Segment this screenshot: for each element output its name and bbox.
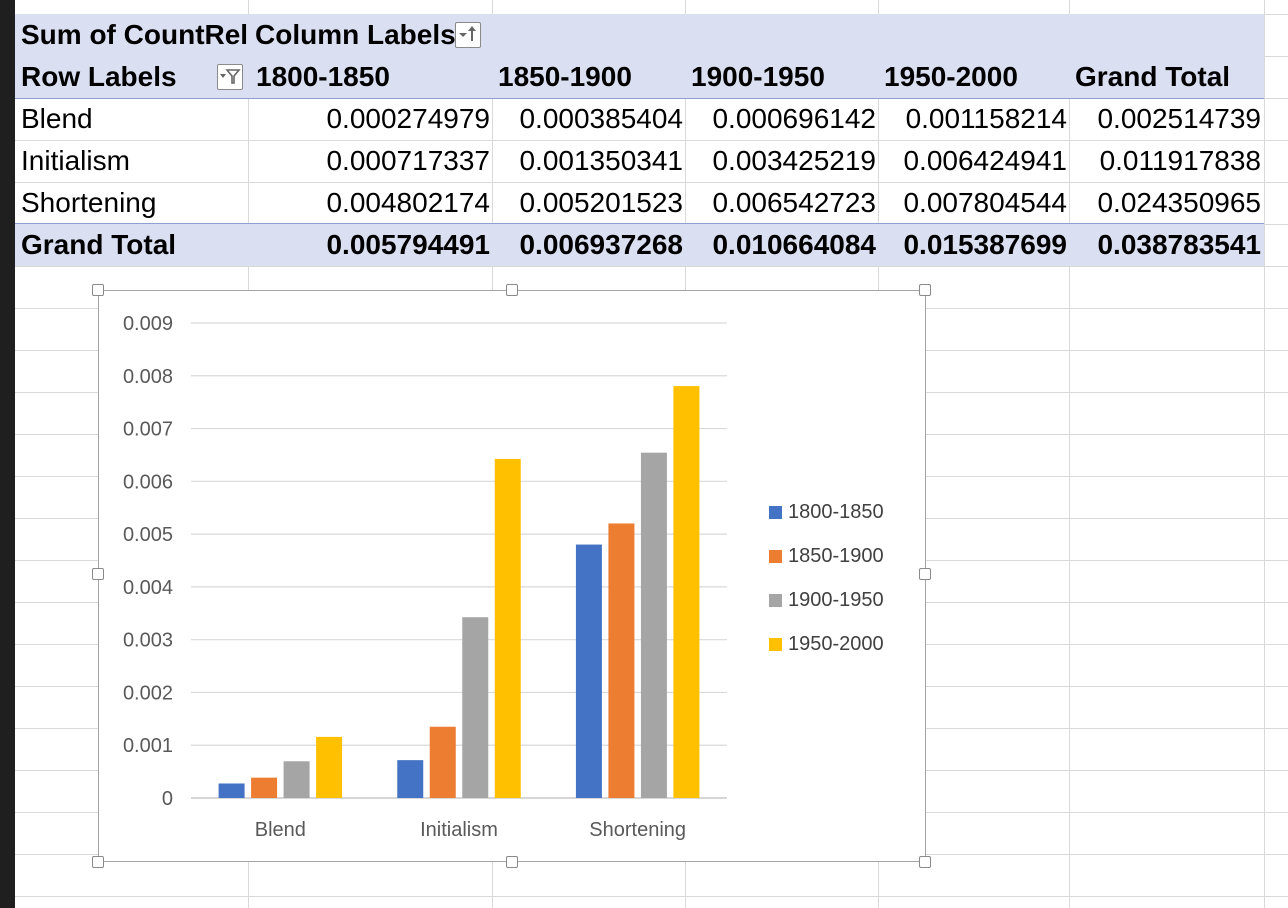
legend-label: 1900-1950	[788, 589, 884, 611]
y-tick-label: 0.009	[123, 313, 173, 335]
bar[interactable]	[608, 523, 635, 798]
pivot-total-rule	[15, 223, 1264, 224]
chart-resize-handle[interactable]	[92, 284, 104, 296]
bar[interactable]	[673, 386, 700, 798]
pivot-cell[interactable]: 0.011917838	[1099, 145, 1261, 176]
pivot-grand-total-cell[interactable]: 0.006937268	[519, 229, 683, 260]
pivot-column-header[interactable]: 1850-1900	[498, 61, 632, 92]
column-gridline	[1069, 0, 1070, 908]
bar[interactable]	[640, 452, 667, 798]
pivot-cell[interactable]: 0.000385404	[519, 103, 683, 134]
chart-resize-handle[interactable]	[919, 568, 931, 580]
column-gridline	[1264, 0, 1265, 908]
legend-label: 1950-2000	[788, 633, 884, 655]
pivot-grand-total-band	[15, 224, 1264, 266]
pivot-cell[interactable]: 0.003425219	[712, 145, 876, 176]
x-tick-label: Shortening	[589, 819, 686, 841]
x-tick-label: Blend	[255, 819, 306, 841]
pivot-cell[interactable]: 0.024350965	[1097, 187, 1261, 218]
pivot-row-label[interactable]: Blend	[21, 103, 93, 134]
chart-plot: 0 0.001 0.002 0.003 0.004 0.005 0.006 0.007 0.00…	[123, 313, 727, 841]
bar[interactable]	[462, 617, 489, 798]
pivot-row-labels-header[interactable]: Row Labels	[21, 61, 177, 92]
y-tick-label: 0	[162, 788, 173, 810]
y-tick-label: 0.003	[123, 630, 173, 652]
pivot-column-header[interactable]: Grand Total	[1075, 61, 1231, 92]
legend-label: 1800-1850	[788, 501, 884, 523]
legend-swatch	[769, 506, 782, 519]
pivot-cell[interactable]: 0.004802174	[326, 187, 490, 218]
y-tick-label: 0.001	[123, 735, 173, 757]
chart-resize-handle[interactable]	[506, 284, 518, 296]
pivot-grand-total-label[interactable]: Grand Total	[21, 229, 177, 260]
pivot-cell[interactable]: 0.001350341	[519, 145, 683, 176]
pivot-cell[interactable]: 0.005201523	[519, 187, 683, 218]
pivot-chart[interactable]: 0 0.001 0.002 0.003 0.004 0.005 0.006 0.007 0.00…	[98, 290, 926, 862]
pivot-cell[interactable]: 0.007804544	[903, 187, 1067, 218]
bar[interactable]	[575, 544, 602, 798]
pivot-cell[interactable]: 0.002514739	[1097, 103, 1261, 134]
pivot-cell[interactable]: 0.001158214	[905, 103, 1067, 134]
filter-icon	[220, 69, 241, 84]
pivot-cell[interactable]: 0.000274979	[326, 103, 490, 134]
bar[interactable]	[494, 458, 521, 798]
row-gridline	[15, 182, 1288, 183]
bar[interactable]	[316, 736, 343, 798]
pivot-row-label[interactable]: Shortening	[21, 187, 157, 218]
sort-arrow-icon	[459, 26, 476, 41]
y-tick-label: 0.007	[123, 419, 173, 441]
pivot-cell[interactable]: 0.006542723	[712, 187, 876, 218]
legend-swatch	[769, 550, 782, 563]
pivot-grand-total-cell[interactable]: 0.038783541	[1097, 229, 1261, 260]
pivot-cell[interactable]: 0.000696142	[712, 103, 876, 134]
pivot-values-caption[interactable]: Sum of CountRel	[21, 19, 249, 50]
legend-label: 1850-1900	[788, 545, 884, 567]
legend-swatch	[769, 594, 782, 607]
legend-swatch	[769, 638, 782, 651]
chart-resize-handle[interactable]	[919, 284, 931, 296]
pivot-grand-total-cell[interactable]: 0.015387699	[903, 229, 1067, 260]
y-tick-label: 0.005	[123, 524, 173, 546]
bar[interactable]	[429, 726, 456, 798]
y-tick-label: 0.002	[123, 682, 173, 704]
chart-resize-handle[interactable]	[919, 856, 931, 868]
row-gridline	[15, 140, 1288, 141]
pivot-cell[interactable]: 0.000717337	[326, 145, 490, 176]
bar[interactable]	[218, 783, 245, 798]
pivot-row-label[interactable]: Initialism	[21, 145, 130, 176]
y-tick-label: 0.004	[123, 577, 173, 599]
x-tick-label: Initialism	[420, 819, 498, 841]
bar[interactable]	[283, 761, 310, 798]
chart-resize-handle[interactable]	[92, 856, 104, 868]
pivot-column-labels-caption[interactable]: Column Labels	[255, 19, 456, 50]
pivot-cell[interactable]: 0.006424941	[903, 145, 1067, 176]
chart-resize-handle[interactable]	[506, 856, 518, 868]
chart-resize-handle[interactable]	[92, 568, 104, 580]
y-tick-label: 0.008	[123, 366, 173, 388]
bar[interactable]	[397, 760, 424, 798]
row-gridline	[15, 896, 1288, 897]
pivot-grand-total-cell[interactable]: 0.010664084	[712, 229, 876, 260]
y-tick-label: 0.006	[123, 471, 173, 493]
pivot-column-header[interactable]: 1950-2000	[884, 61, 1018, 92]
row-gridline	[15, 266, 1288, 267]
pivot-column-header[interactable]: 1800-1850	[256, 61, 390, 92]
pivot-grand-total-cell[interactable]: 0.005794491	[326, 229, 490, 260]
row-header-strip	[0, 0, 15, 908]
pivot-column-header[interactable]: 1900-1950	[691, 61, 825, 92]
column-labels-sort-button[interactable]	[455, 22, 481, 48]
pivot-header-rule	[15, 98, 1264, 99]
row-labels-filter-button[interactable]	[217, 64, 243, 90]
bar[interactable]	[251, 777, 278, 798]
